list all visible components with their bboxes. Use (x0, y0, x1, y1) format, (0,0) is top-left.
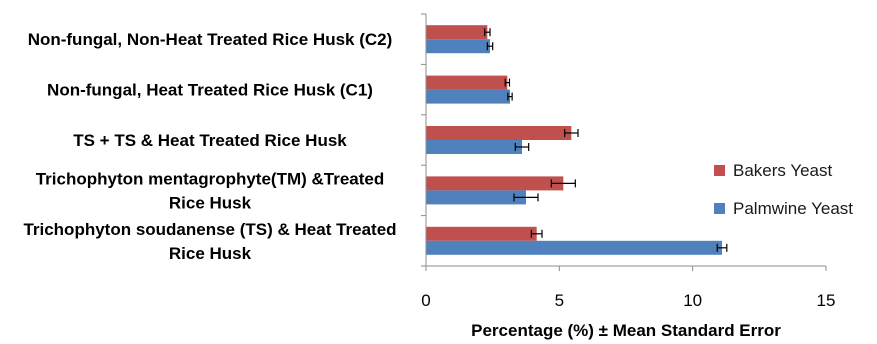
bar-palmwine-2 (426, 140, 522, 154)
error-bar-bakers-0 (484, 28, 491, 37)
error-bar-palmwine-3 (513, 193, 539, 202)
error-bar-palmwine-0 (486, 42, 494, 51)
category-label: Rice Husk (169, 193, 252, 212)
error-bar-bakers-3 (550, 179, 576, 188)
legend-swatch (714, 203, 725, 214)
bar-bakers-3 (426, 176, 564, 191)
legend: Bakers Yeast Palmwine Yeast (714, 161, 853, 218)
category-label: Trichophyton soudanense (TS) & Heat Trea… (23, 220, 396, 239)
x-tick-label: 10 (683, 291, 702, 310)
bar-palmwine-3 (426, 190, 526, 205)
bars-layer (426, 25, 722, 255)
error-bars-layer (484, 28, 728, 252)
error-bar-palmwine-2 (514, 143, 530, 151)
axis-ticks (421, 13, 827, 271)
category-label: Non-fungal, Non-Heat Treated Rice Husk (… (28, 30, 393, 49)
x-tick-label: 15 (817, 291, 836, 310)
error-bar-bakers-2 (564, 129, 579, 137)
bar-bakers-4 (426, 226, 537, 241)
category-label: Trichophyton mentagrophyte(TM) &Treated (36, 169, 385, 188)
bar-palmwine-4 (426, 240, 722, 255)
x-tick-label: 5 (555, 291, 564, 310)
error-bar-bakers-1 (504, 78, 511, 87)
category-labels: Non-fungal, Non-Heat Treated Rice Husk (… (23, 30, 396, 263)
error-bar-palmwine-1 (507, 92, 513, 101)
legend-swatch (714, 165, 725, 176)
bar-palmwine-1 (426, 89, 510, 104)
error-bar-palmwine-4 (716, 243, 728, 252)
category-label: Rice Husk (169, 244, 252, 263)
category-label: TS + TS & Heat Treated Rice Husk (73, 131, 347, 150)
error-bar-bakers-4 (530, 229, 543, 238)
bar-bakers-0 (426, 25, 488, 40)
category-label: Non-fungal, Heat Treated Rice Husk (C1) (47, 81, 373, 100)
bar-bakers-1 (426, 75, 508, 90)
x-tick-label: 0 (421, 291, 430, 310)
legend-label: Bakers Yeast (733, 161, 833, 180)
bar-palmwine-0 (426, 39, 490, 54)
legend-label: Palmwine Yeast (733, 199, 853, 218)
x-tick-labels: 0 5 10 15 (421, 291, 835, 310)
x-axis-label: Percentage (%) ± Mean Standard Error (471, 321, 781, 340)
bar-bakers-2 (426, 126, 572, 140)
